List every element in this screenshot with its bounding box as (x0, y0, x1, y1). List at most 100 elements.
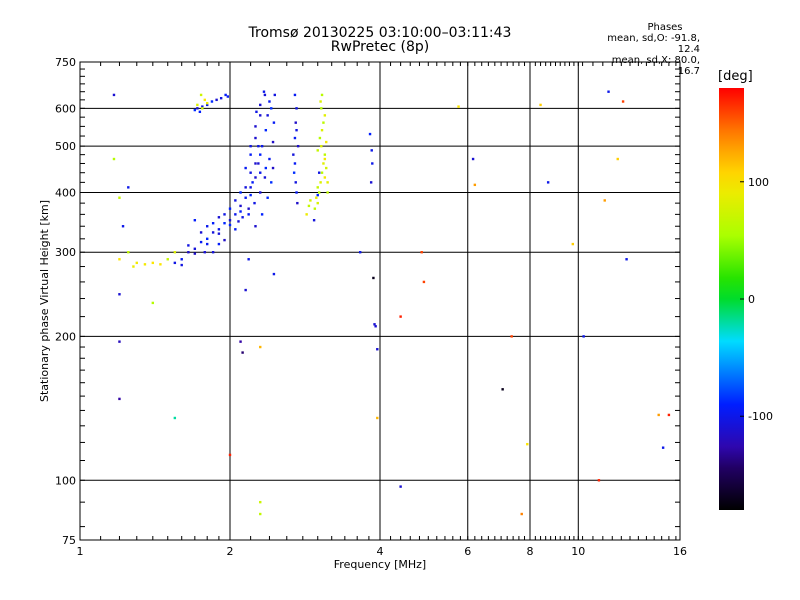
trace-o-point (254, 176, 257, 179)
scatter-point (657, 413, 660, 417)
scatter-point (132, 265, 135, 268)
scatter-point (121, 225, 125, 228)
trace-x-point (322, 121, 325, 124)
trace-o-point (205, 242, 209, 246)
trace-o-point (193, 247, 197, 250)
trace-o-point (259, 114, 262, 117)
scatter-point (473, 183, 477, 187)
trace-o-point (273, 93, 276, 97)
trace-x-point (173, 251, 177, 254)
trace-x-point (323, 153, 327, 156)
scatter-point (621, 100, 625, 103)
trace-o-point (292, 153, 295, 156)
trace-o-point (244, 196, 247, 199)
trace-o-point (187, 251, 190, 254)
trace-o-point (223, 213, 226, 216)
y-tick-label: 300 (55, 246, 76, 259)
colorbar-title: [deg] (718, 69, 753, 84)
trace-x-point (203, 98, 206, 102)
trace-x-point (323, 157, 327, 161)
scatter-point (510, 335, 513, 338)
trace-o-point (270, 107, 273, 110)
trace-o-point (217, 228, 221, 231)
colorbar-tick-label: 100 (748, 176, 769, 189)
trace-x-point (318, 136, 322, 140)
trace-o-point (211, 251, 215, 254)
scatter-point (399, 485, 402, 488)
scatter-point (241, 351, 244, 354)
scatter-point (244, 288, 247, 292)
trace-o-point (295, 107, 298, 110)
y-tick-label: 400 (55, 186, 76, 199)
trace-x-point (316, 201, 319, 205)
scatter-point (369, 181, 373, 184)
trace-o-point (293, 93, 297, 97)
trace-o-point (249, 144, 252, 148)
trace-o-point (228, 207, 232, 210)
colorbar-tick-label: -100 (748, 410, 773, 423)
x-tick-label: 6 (464, 545, 471, 558)
trace-o-point (263, 176, 267, 179)
scatter-point (667, 413, 671, 417)
y-tick-label: 600 (55, 102, 76, 115)
trace-o-point (205, 103, 209, 107)
scatter-point (372, 276, 375, 280)
scatter-point (546, 181, 550, 184)
trace-o-point (239, 204, 242, 208)
trace-o-point (262, 90, 266, 93)
trace-o-point (228, 223, 232, 227)
scatter-point (422, 280, 426, 284)
trace-x-point (315, 196, 318, 199)
scatter-point (582, 335, 585, 338)
scatter-point (247, 258, 250, 261)
scatter-point (127, 186, 130, 189)
scatter-point (118, 196, 121, 199)
trace-o-point (295, 128, 298, 132)
trace-o-point (295, 191, 298, 194)
scatter-point (118, 258, 121, 261)
chart-title-block: Tromsø 20130225 03:10:00–03:11:43 RwPret… (230, 26, 530, 54)
scatter-point (597, 479, 601, 482)
trace-x-point (151, 261, 155, 265)
x-tick-label: 8 (527, 545, 534, 558)
trace-x-point (143, 263, 147, 266)
scatter-point (661, 446, 665, 449)
trace-o-point (296, 201, 299, 205)
trace-o-point (180, 263, 183, 267)
trace-o-point (239, 191, 242, 194)
scatter-point (526, 442, 529, 446)
trace-o-point (237, 220, 240, 223)
scatter-point (228, 453, 232, 457)
trace-o-point (254, 125, 257, 128)
trace-o-point (180, 258, 183, 261)
trace-o-point (201, 105, 204, 108)
trace-o-point (239, 210, 242, 213)
trace-x-point (135, 261, 138, 265)
trace-o-point (224, 93, 227, 97)
trace-x-point (259, 500, 262, 504)
trace-o-point (270, 181, 273, 184)
trace-o-point (254, 136, 257, 140)
trace-o-point (223, 238, 226, 242)
trace-o-point (316, 193, 319, 197)
trace-x-point (319, 181, 322, 184)
trace-x-point (316, 149, 319, 152)
trace-o-point (215, 98, 218, 102)
trace-o-point (211, 222, 215, 225)
trace-o-point (217, 242, 221, 246)
trace-o-point (259, 191, 262, 194)
scatter-point (501, 388, 504, 391)
y-tick-label: 75 (62, 534, 76, 547)
trace-x-point (309, 199, 312, 202)
trace-o-point (257, 144, 260, 148)
trace-o-point (271, 140, 275, 144)
trace-o-point (241, 216, 244, 219)
scatter-point (239, 340, 242, 343)
x-tick-label: 10 (571, 545, 585, 558)
trace-x-point (305, 213, 308, 216)
scatter-point (272, 272, 276, 276)
trace-o-point (226, 95, 230, 98)
trace-x-point (316, 186, 319, 189)
scatter-point (118, 340, 121, 343)
trace-o-point (211, 231, 215, 234)
